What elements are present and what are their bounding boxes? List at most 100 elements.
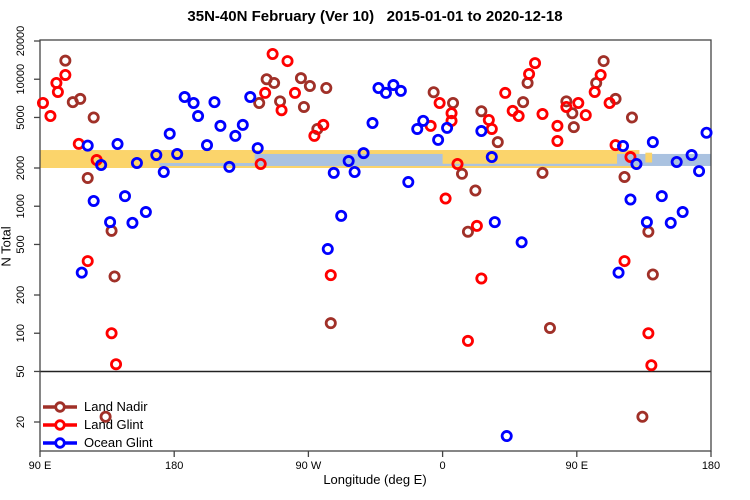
data-point-land-glint [624,151,637,164]
data-point-land-glint [645,359,658,372]
data-point-land-glint [609,139,622,152]
data-point-ocean-glint [411,122,424,135]
legend-label: Ocean Glint [84,435,153,450]
data-point-ocean-glint [327,166,340,179]
data-point-ocean-glint [335,209,348,222]
x-tick-label: 90 W [296,460,322,472]
data-point-land-glint [499,86,512,99]
data-point-land-nadir [567,121,580,134]
data-point-land-nadir [625,111,638,124]
data-point-land-nadir [268,76,281,89]
data-point-ocean-glint [229,129,242,142]
data-point-ocean-glint [475,125,488,138]
data-point-ocean-glint [178,91,191,104]
data-point-ocean-glint [646,136,659,149]
data-point-ocean-glint [130,156,143,169]
data-point-land-glint [288,86,301,99]
data-point-land-nadir [297,100,310,113]
data-point-land-glint [445,107,458,120]
data-point-land-nadir [427,86,440,99]
data-point-ocean-glint [321,243,334,256]
data-point-ocean-glint [670,155,683,168]
data-point-ocean-glint [187,96,200,109]
x-tick-label: 180 [165,460,183,472]
y-tick-label: 5000 [15,105,27,129]
data-point-land-glint [529,57,542,70]
data-point-land-nadir [320,82,333,95]
data-point-land-glint [308,129,321,142]
data-point-land-nadir [87,111,100,124]
data-point-land-glint [281,55,294,68]
plot-box [39,39,712,452]
data-point-land-glint [317,118,330,131]
y-tick-label: 100 [15,324,27,342]
data-point-ocean-glint [432,133,445,146]
data-point-ocean-glint [192,110,205,123]
data-point-ocean-glint [630,158,643,171]
data-point-land-nadir [543,321,556,334]
y-tick-label: 50 [15,365,27,377]
data-point-ocean-glint [417,114,430,127]
data-point-ocean-glint [441,121,454,134]
data-point-ocean-glint [95,159,108,172]
data-point-land-glint [51,85,64,98]
data-point-ocean-glint [500,430,513,443]
data-point-ocean-glint [664,216,677,229]
y-tick-label: 200 [15,286,27,304]
data-point-land-glint [603,96,616,109]
data-point-land-nadir [475,105,488,118]
data-point-ocean-glint [342,155,355,168]
legend: Land Nadir Land Glint Ocean Glint [42,398,153,452]
data-point-land-glint [475,272,488,285]
data-point-ocean-glint [111,138,124,151]
data-point-ocean-glint [201,139,214,152]
data-point-ocean-glint [379,86,392,99]
data-point-land-nadir [636,410,649,423]
data-point-ocean-glint [676,206,689,219]
data-point-land-glint [512,110,525,123]
data-point-ocean-glint [223,160,236,173]
data-point-land-nadir [59,54,72,67]
data-point-land-glint [551,119,564,132]
data-point-ocean-glint [624,193,637,206]
data-point-land-nadir [447,96,460,109]
data-point-land-nadir [99,410,112,423]
data-point-land-glint [275,104,288,117]
data-point-land-nadir [74,92,87,105]
data-point-ocean-glint [126,216,139,229]
data-point-land-nadir [303,79,316,92]
y-tick-label: 500 [15,235,27,253]
data-point-land-nadir [491,136,504,149]
data-point-land-glint [433,96,446,109]
data-point-land-glint [81,255,94,268]
data-point-land-nadir [560,95,573,108]
chart-title: 35N-40N February (Ver 10) 2015-01-01 to … [187,8,563,25]
data-point-land-nadir [81,171,94,184]
data-point-land-glint [523,67,536,80]
data-point-land-glint [618,255,631,268]
data-point-land-glint [470,219,483,232]
x-tick-label: 90 E [565,460,588,472]
data-point-ocean-glint [693,165,706,178]
data-point-ocean-glint [357,147,370,160]
data-point-land-glint [266,48,279,61]
data-point-land-nadir [455,167,468,180]
data-point-land-glint [560,100,573,113]
data-point-ocean-glint [617,140,630,153]
data-point-ocean-glint [685,149,698,162]
data-point-ocean-glint [214,119,227,132]
data-point-land-glint [588,85,601,98]
data-point-land-nadir [566,107,579,120]
legend-item-land-glint: Land Glint [42,416,153,434]
legend-item-ocean-glint: Ocean Glint [42,434,153,452]
data-point-ocean-glint [402,176,415,189]
data-point-land-glint [110,358,123,371]
data-point-ocean-glint [75,266,88,279]
data-point-land-glint [254,158,267,171]
x-tick-label: 90 E [29,460,52,472]
data-point-land-glint [572,96,585,109]
data-point-land-nadir [618,170,631,183]
data-point-ocean-glint [387,79,400,92]
data-point-land-glint [259,86,272,99]
data-point-land-nadir [324,317,337,330]
